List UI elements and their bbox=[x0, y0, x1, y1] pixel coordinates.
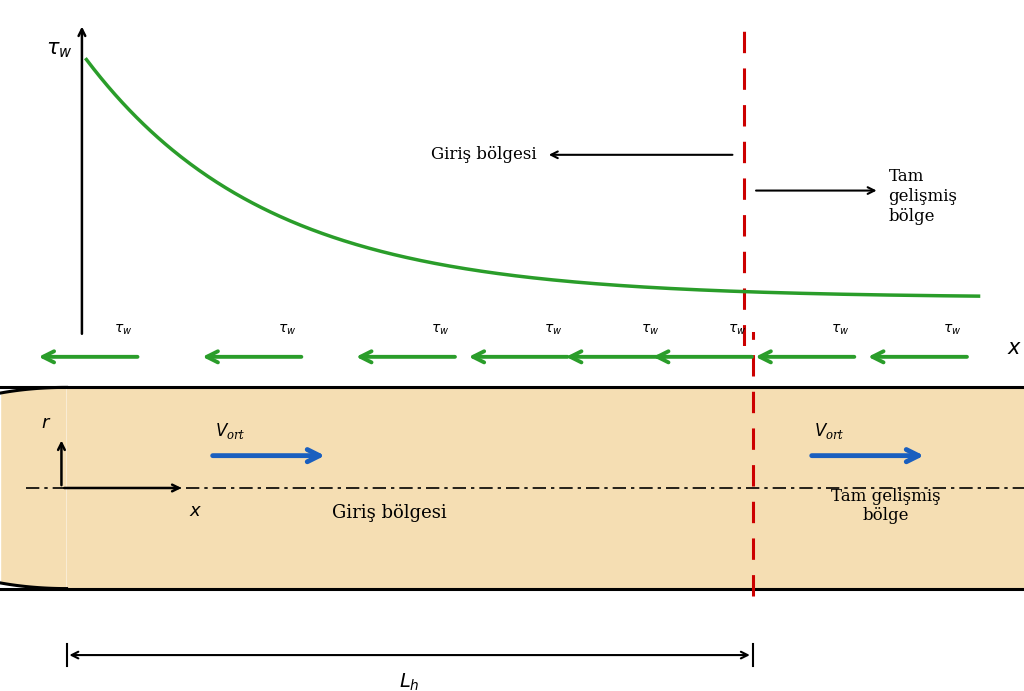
Text: $L_h$: $L_h$ bbox=[399, 671, 420, 691]
Text: $x$: $x$ bbox=[1007, 339, 1022, 358]
Text: $\tau_w$: $\tau_w$ bbox=[943, 323, 962, 337]
Text: $\tau_w$: $\tau_w$ bbox=[114, 323, 132, 337]
Text: $\tau_w$: $\tau_w$ bbox=[728, 323, 746, 337]
Text: $x$: $x$ bbox=[189, 502, 203, 520]
Text: $\tau_w$: $\tau_w$ bbox=[431, 323, 450, 337]
Text: $\tau_w$: $\tau_w$ bbox=[46, 41, 73, 60]
Text: Giriş bölgesi: Giriş bölgesi bbox=[431, 146, 537, 163]
Text: $V_\mathregular{ort}$: $V_\mathregular{ort}$ bbox=[215, 422, 246, 442]
Polygon shape bbox=[0, 388, 67, 589]
Text: $r$: $r$ bbox=[41, 415, 51, 433]
Text: Tam
gelişmiş
bölge: Tam gelişmiş bölge bbox=[889, 169, 957, 225]
Text: $\tau_w$: $\tau_w$ bbox=[278, 323, 296, 337]
Text: $\tau_w$: $\tau_w$ bbox=[641, 323, 659, 337]
Text: $\tau_w$: $\tau_w$ bbox=[830, 323, 849, 337]
Text: Giriş bölgesi: Giriş bölgesi bbox=[332, 504, 446, 522]
Text: $\tau_w$: $\tau_w$ bbox=[544, 323, 562, 337]
Text: $V_\mathregular{ort}$: $V_\mathregular{ort}$ bbox=[814, 422, 845, 442]
Polygon shape bbox=[67, 388, 1024, 589]
Polygon shape bbox=[0, 352, 67, 437]
Text: Tam gelişmiş
bölge: Tam gelişmiş bölge bbox=[830, 488, 941, 524]
